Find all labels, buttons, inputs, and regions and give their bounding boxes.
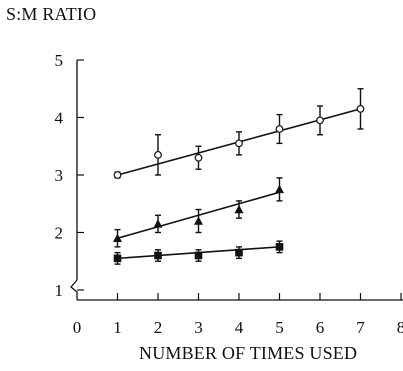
x-axis-label: NUMBER OF TIMES USED (139, 343, 358, 363)
x-tick-label-8: 8 (397, 318, 403, 337)
series-1-point (113, 171, 122, 179)
series-3 (113, 240, 284, 265)
series-2-point (194, 216, 203, 225)
data-layer (113, 88, 365, 265)
series-2 (113, 177, 284, 248)
x-tick-label-6: 6 (316, 318, 325, 337)
series-1-point (316, 116, 324, 125)
y-axis-label: S:M RATIO (6, 4, 97, 24)
x-tick-label-5: 5 (275, 318, 284, 337)
series-1-point (154, 150, 162, 159)
series-3-point (235, 248, 243, 257)
series-2-point (113, 233, 122, 243)
series-3-point (194, 251, 203, 260)
y-tick-label-1: 1 (55, 281, 64, 300)
y-tick-label-4: 4 (55, 109, 64, 128)
series-3-point (275, 243, 284, 251)
series-2-point (275, 184, 284, 194)
series-3-point (113, 254, 122, 263)
x-tick-label-7: 7 (356, 318, 365, 337)
series-1-point (275, 125, 284, 133)
y-tick-label-3: 3 (55, 166, 64, 185)
series-2-point (153, 219, 163, 228)
x-tick-label-4: 4 (235, 318, 244, 337)
x-tick-label-3: 3 (194, 318, 203, 337)
x-tick-label-1: 1 (113, 318, 122, 337)
axes-layer (70, 59, 403, 301)
series-3-point (154, 251, 162, 260)
series-1-point (356, 104, 365, 113)
x-tick-label-2: 2 (154, 318, 163, 337)
y-tick-label-2: 2 (55, 224, 64, 243)
series-1-point (235, 139, 243, 148)
x-tick-label-0: 0 (73, 318, 82, 337)
y-axis-break (70, 279, 78, 300)
y-tick-label-5: 5 (55, 51, 64, 70)
series-2-point (234, 204, 244, 214)
series-1 (113, 88, 365, 179)
series-1-point (194, 153, 203, 162)
